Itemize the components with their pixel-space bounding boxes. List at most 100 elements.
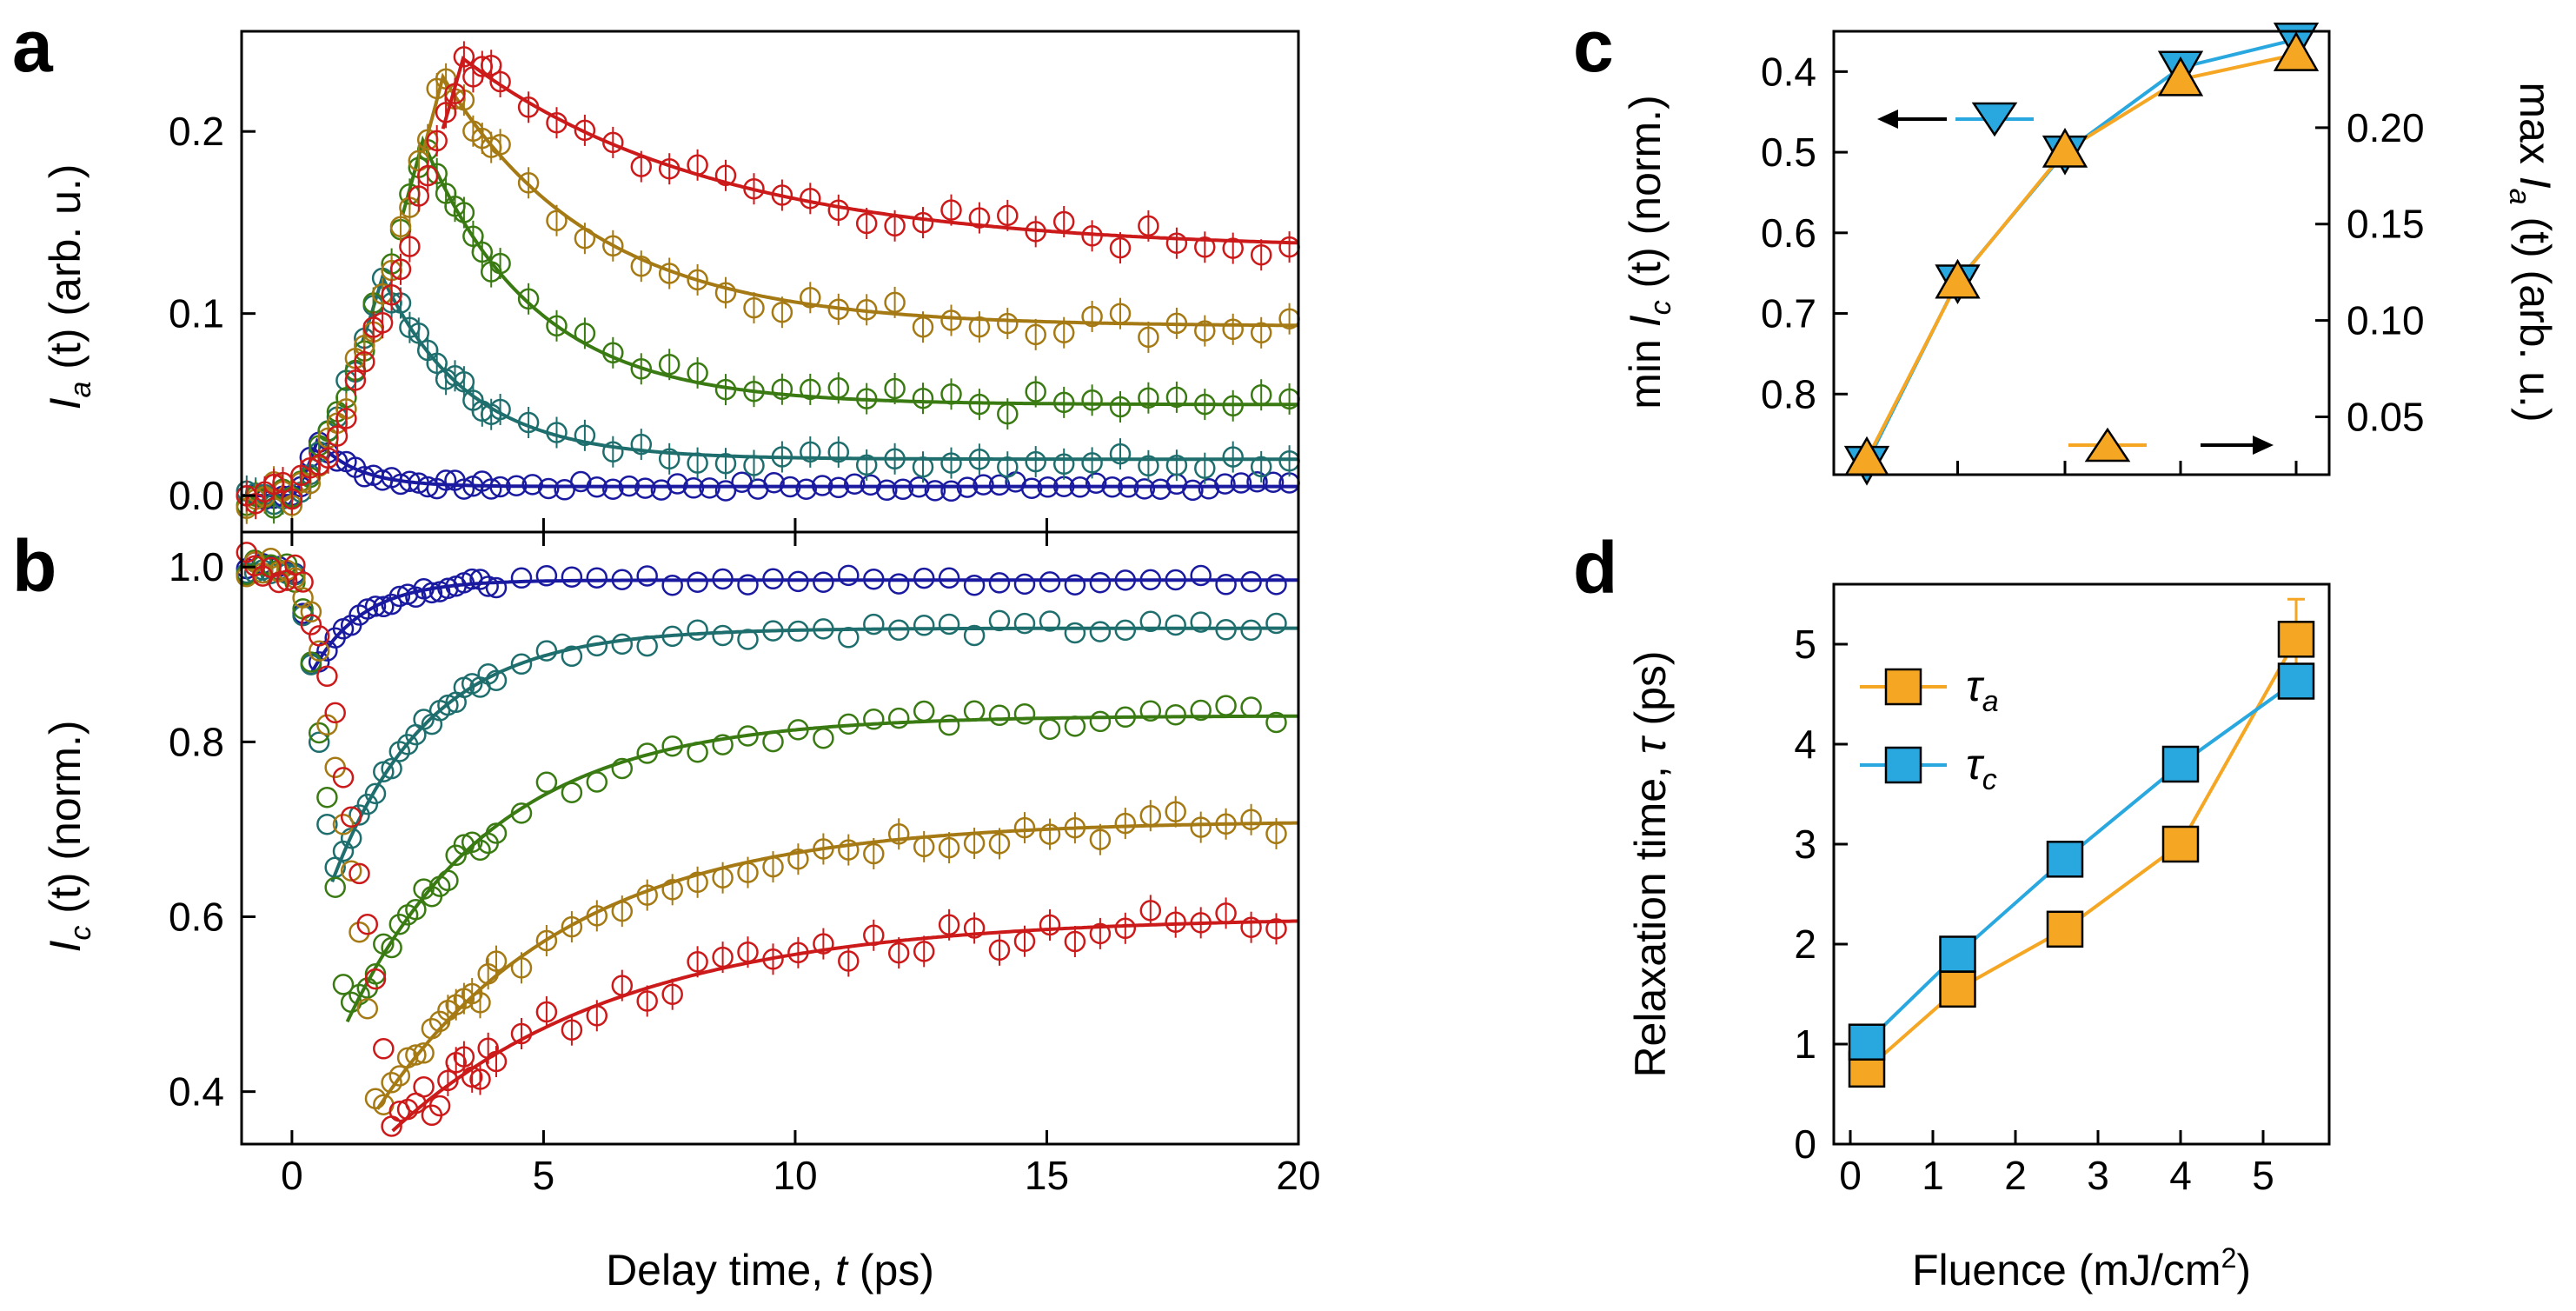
xtick-label-d: 3 <box>2087 1153 2109 1198</box>
point-b-2.6 <box>316 786 338 809</box>
ytick-label-a: 0.0 <box>169 473 224 518</box>
point-b-5.4 <box>356 913 379 935</box>
panel-label-b: b <box>12 525 56 607</box>
point-a-0.2 <box>973 474 994 496</box>
marker-c-right <box>1935 258 1981 299</box>
panel-label-a: a <box>12 5 54 87</box>
point-a-0.2 <box>763 471 785 494</box>
point-b-0.2 <box>1265 574 1287 596</box>
ytick-label-d: 2 <box>1794 922 1816 967</box>
ytick-label-d: 5 <box>1794 622 1816 667</box>
point-b-2.6 <box>535 771 558 794</box>
point-b-2.6 <box>445 844 467 867</box>
marker-d-blue <box>2046 841 2084 878</box>
fit-b-1.3 <box>330 626 1298 883</box>
point-b-2.6 <box>636 742 658 764</box>
point-b-0.2 <box>388 585 411 608</box>
ytick-label-b: 1.0 <box>169 544 224 589</box>
point-b-1.3 <box>687 619 708 641</box>
marker-d-orange <box>2046 910 2084 948</box>
plot-d: 0 1 2 3 4 5 0 1 2 3 4 5 <box>1794 597 2315 1198</box>
xtick-label-d: 1 <box>1922 1153 1944 1198</box>
ylabel-d: Relaxation time, τ (ps) <box>1626 650 1675 1077</box>
point-b-1.3 <box>988 609 1011 632</box>
point-a-0.2 <box>682 477 705 499</box>
point-b-1.3 <box>1240 619 1262 642</box>
marker-d-blue <box>2277 662 2315 700</box>
point-b-4.0 <box>332 814 355 835</box>
point-b-0.2 <box>1064 574 1086 596</box>
ylabel-b: Ic (t) (norm.) <box>41 721 97 953</box>
point-b-2.6 <box>461 831 483 854</box>
point-a-0.2 <box>489 476 511 498</box>
point-b-1.3 <box>535 640 558 662</box>
point-b-4.0 <box>300 601 322 623</box>
xtick-label-d: 0 <box>1839 1153 1862 1198</box>
xlabel-ab: Delay time, t (ps) <box>606 1246 934 1294</box>
ytick-label-b: 0.6 <box>169 895 224 940</box>
point-a-0.2 <box>779 476 801 498</box>
point-b-2.6 <box>586 771 608 793</box>
point-a-0.2 <box>1069 476 1091 498</box>
point-a-0.2 <box>453 478 475 500</box>
point-b-2.6 <box>938 714 960 736</box>
arrow-right-head <box>2253 436 2274 455</box>
point-a-0.2 <box>1198 478 1220 500</box>
point-b-2.6 <box>469 839 491 862</box>
point-b-1.3 <box>1165 614 1186 636</box>
plot-a: 0.0 0.1 0.2 <box>169 41 1300 532</box>
point-b-2.6 <box>1165 703 1186 726</box>
point-b-2.6 <box>1139 700 1162 722</box>
marker-d-orange <box>2277 621 2315 658</box>
point-a-0.2 <box>908 476 930 498</box>
point-a-0.2 <box>876 479 898 502</box>
line-c-right <box>1865 52 2297 461</box>
ytick-label-b: 0.8 <box>169 719 224 764</box>
point-b-0.2 <box>1165 569 1186 591</box>
point-b-1.3 <box>1064 622 1086 644</box>
point-b-0.2 <box>887 573 910 595</box>
point-a-0.2 <box>1133 478 1156 500</box>
point-b-5.4 <box>373 1038 395 1060</box>
point-a-0.2 <box>988 474 1011 496</box>
point-a-0.2 <box>1262 471 1285 493</box>
point-b-5.4 <box>413 1075 435 1098</box>
point-b-1.3 <box>963 624 986 647</box>
point-a-0.2 <box>795 478 817 500</box>
point-b-0.2 <box>373 596 395 618</box>
point-b-2.6 <box>838 713 860 735</box>
point-b-2.6 <box>485 822 508 844</box>
point-b-2.6 <box>988 704 1011 727</box>
point-b-2.6 <box>308 722 330 744</box>
plot-b: 0.4 0.6 0.8 1.0 0 5 10 15 20 <box>169 532 1321 1198</box>
key-blue-marker <box>1971 102 2018 137</box>
ytick-label-d: 3 <box>1794 822 1816 867</box>
point-b-2.6 <box>1190 699 1212 722</box>
ytick-label-d: 1 <box>1794 1022 1816 1067</box>
point-b-0.2 <box>561 566 583 588</box>
point-b-1.3 <box>316 813 338 835</box>
point-b-1.3 <box>661 625 683 648</box>
legend-tau-c-marker <box>1884 746 1922 784</box>
point-b-1.3 <box>712 624 734 647</box>
point-a-0.2 <box>1246 470 1268 493</box>
point-b-0.2 <box>863 568 885 590</box>
point-b-1.3 <box>1114 619 1137 642</box>
point-b-5.4 <box>284 554 306 576</box>
point-b-1.3 <box>510 653 533 675</box>
point-b-1.3 <box>364 782 387 805</box>
point-b-1.3 <box>838 627 860 649</box>
xtick-label-b: 10 <box>773 1153 817 1198</box>
xtick-label-d: 2 <box>2004 1153 2027 1198</box>
line-c-left <box>1865 37 2297 463</box>
marker-c-right <box>2042 127 2088 168</box>
point-b-0.2 <box>762 568 784 590</box>
point-a-0.2 <box>827 476 850 499</box>
point-b-0.2 <box>535 565 558 587</box>
point-b-0.2 <box>636 565 658 587</box>
point-b-2.6 <box>762 730 784 753</box>
point-a-0.2 <box>956 476 979 498</box>
point-a-0.2 <box>634 477 656 499</box>
point-a-0.2 <box>811 475 833 496</box>
